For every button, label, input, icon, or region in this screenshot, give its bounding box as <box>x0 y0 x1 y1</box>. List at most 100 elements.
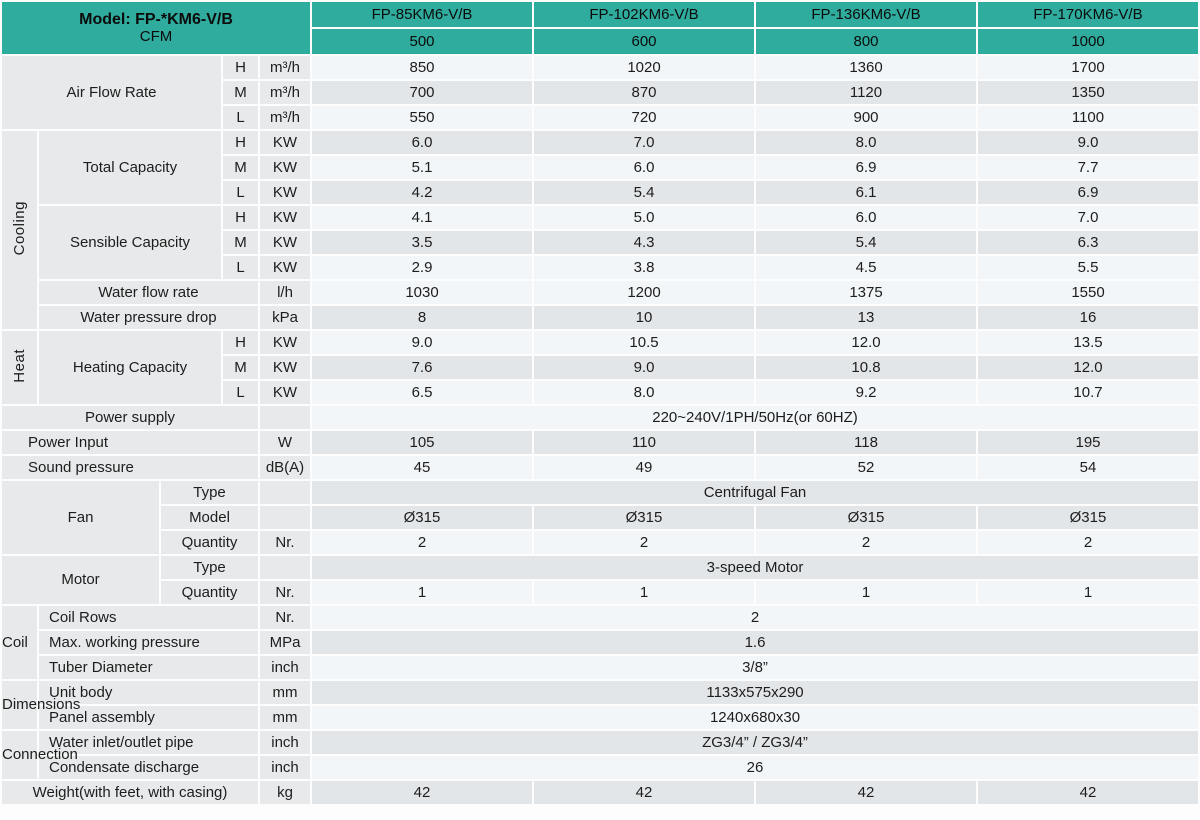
speed-label: L <box>223 181 258 204</box>
value-cell: 42 <box>534 781 754 804</box>
value-cell: 10 <box>534 306 754 329</box>
value-cell-span: 3/8” <box>312 656 1198 679</box>
group-label-fan: Fan <box>2 481 159 554</box>
value-cell: 1 <box>756 581 976 604</box>
unit-cell: inch <box>260 731 310 754</box>
value-cell: 2.9 <box>312 256 532 279</box>
value-cell: 45 <box>312 456 532 479</box>
value-cell: 7.0 <box>978 206 1198 229</box>
value-cell: 8.0 <box>756 131 976 154</box>
value-cell: 54 <box>978 456 1198 479</box>
value-cell: 5.4 <box>756 231 976 254</box>
unit-cell: m³/h <box>260 106 310 129</box>
speed-label: H <box>223 56 258 79</box>
value-cell-span: 1.6 <box>312 631 1198 654</box>
row-label-fan-type: Type <box>161 481 258 504</box>
col-header-model-3: FP-136KM6-V/B <box>756 2 976 27</box>
value-cell: 9.0 <box>978 131 1198 154</box>
value-cell: 1550 <box>978 281 1198 304</box>
table-row: Quantity Nr. 2 2 2 2 <box>2 531 1198 554</box>
group-label-coil: Coil <box>2 606 37 679</box>
table-row: M KW 3.5 4.3 5.4 6.3 <box>2 231 1198 254</box>
value-cell: 4.2 <box>312 181 532 204</box>
value-cell: 10.5 <box>534 331 754 354</box>
unit-cell: m³/h <box>260 81 310 104</box>
unit-cell: Nr. <box>260 531 310 554</box>
unit-cell-empty <box>260 481 310 504</box>
model-header-block: Model: FP-*KM6-V/B CFM <box>2 2 310 54</box>
value-cell-span: Centrifugal Fan <box>312 481 1198 504</box>
unit-cell: MPa <box>260 631 310 654</box>
value-cell: 5.5 <box>978 256 1198 279</box>
value-cell: 52 <box>756 456 976 479</box>
cfm-label: CFM <box>139 27 173 45</box>
value-cell: 118 <box>756 431 976 454</box>
row-label-power-input: Power Input <box>2 431 258 454</box>
unit-cell: W <box>260 431 310 454</box>
value-cell: Ø315 <box>534 506 754 529</box>
value-cell: 2 <box>312 531 532 554</box>
value-cell: 1 <box>534 581 754 604</box>
table-row: M m³/h 700 870 1120 1350 <box>2 81 1198 104</box>
row-label-fan-quantity: Quantity <box>161 531 258 554</box>
unit-cell: KW <box>260 206 310 229</box>
cfm-value-4: 1000 <box>978 29 1198 54</box>
unit-cell: KW <box>260 231 310 254</box>
row-label-total-capacity: Total Capacity <box>39 131 221 204</box>
unit-cell: KW <box>260 331 310 354</box>
value-cell: 42 <box>978 781 1198 804</box>
value-cell: 42 <box>756 781 976 804</box>
group-label-motor: Motor <box>2 556 159 604</box>
value-cell: 13.5 <box>978 331 1198 354</box>
unit-cell: mm <box>260 681 310 704</box>
cfm-header-row: 500 600 800 1000 <box>2 29 1198 54</box>
row-label-condensate-discharge: Condensate discharge <box>39 756 258 779</box>
unit-cell: Nr. <box>260 581 310 604</box>
value-cell: 195 <box>978 431 1198 454</box>
cfm-value-3: 800 <box>756 29 976 54</box>
table-row: Motor Type 3-speed Motor <box>2 556 1198 604</box>
value-cell: 720 <box>534 106 754 129</box>
unit-cell: mm <box>260 706 310 729</box>
row-label-motor-quantity: Quantity <box>161 581 258 604</box>
value-cell: 16 <box>978 306 1198 329</box>
value-cell-span: 1133x575x290 <box>312 681 1198 704</box>
value-cell: 5.1 <box>312 156 532 179</box>
table-row: Coil Coil Rows Nr. 2 <box>2 606 1198 679</box>
value-cell: 10.8 <box>756 356 976 379</box>
table-row: Sensible Capacity H KW 4.1 5.0 6.0 7.0 <box>2 206 1198 279</box>
table-row: Air Flow Rate H m³/h 850 1020 1360 1700 <box>2 56 1198 129</box>
table-row: L KW 6.5 8.0 9.2 10.7 <box>2 381 1198 404</box>
row-label-unit-body: Unit body <box>39 681 258 704</box>
value-cell: 42 <box>312 781 532 804</box>
table-row: Water flow rate l/h 1030 1200 1375 1550 <box>2 281 1198 304</box>
value-cell: 12.0 <box>978 356 1198 379</box>
unit-cell: KW <box>260 356 310 379</box>
row-label-heating-capacity: Heating Capacity <box>39 331 221 404</box>
value-cell: 6.9 <box>756 156 976 179</box>
row-label-weight: Weight(with feet, with casing) <box>2 781 258 804</box>
value-cell: 5.0 <box>534 206 754 229</box>
table-row: Connection Water inlet/outlet pipe inch … <box>2 731 1198 779</box>
table-row: Cooling Total Capacity H KW 6.0 7.0 8.0 … <box>2 131 1198 329</box>
value-cell: Ø315 <box>756 506 976 529</box>
value-cell: 6.0 <box>534 156 754 179</box>
row-label-sensible-capacity: Sensible Capacity <box>39 206 221 279</box>
unit-cell: inch <box>260 756 310 779</box>
group-label-cooling: Cooling <box>2 131 37 329</box>
table-row: Water pressure drop kPa 8 10 13 16 <box>2 306 1198 329</box>
unit-cell: KW <box>260 381 310 404</box>
col-header-model-1: FP-85KM6-V/B <box>312 2 532 27</box>
value-cell-span: 220~240V/1PH/50Hz(or 60HZ) <box>312 406 1198 429</box>
value-cell: 2 <box>978 531 1198 554</box>
unit-cell-empty <box>260 406 310 429</box>
value-cell: 7.6 <box>312 356 532 379</box>
speed-label: H <box>223 331 258 354</box>
table-row: L m³/h 550 720 900 1100 <box>2 106 1198 129</box>
value-cell: 2 <box>756 531 976 554</box>
value-cell: 4.5 <box>756 256 976 279</box>
unit-cell: m³/h <box>260 56 310 79</box>
speed-label: M <box>223 156 258 179</box>
value-cell-span: 1240x680x30 <box>312 706 1198 729</box>
unit-cell: KW <box>260 131 310 154</box>
